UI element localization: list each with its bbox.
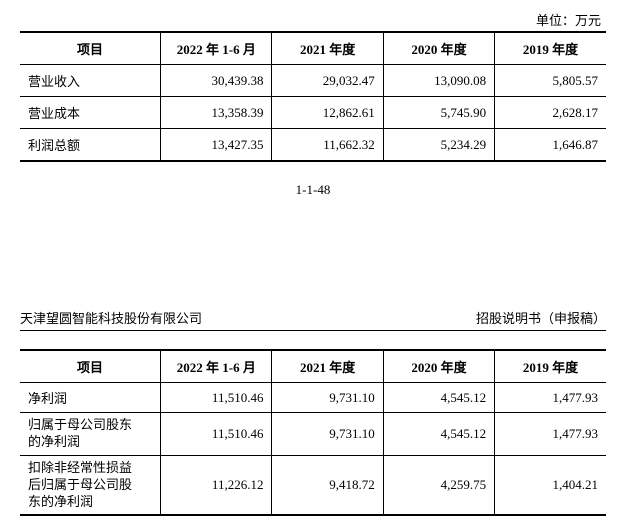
unit-label: 单位：万元	[20, 10, 606, 29]
header-period3: 2020 年度	[383, 32, 494, 65]
row-value: 9,731.10	[272, 383, 383, 413]
row-value: 1,477.93	[495, 383, 606, 413]
table-row: 归属于母公司股东的净利润11,510.469,731.104,545.121,4…	[20, 413, 606, 456]
row-value: 11,226.12	[161, 455, 272, 515]
financial-table-2: 项目 2022 年 1-6 月 2021 年度 2020 年度 2019 年度 …	[20, 349, 606, 516]
row-value: 11,510.46	[161, 383, 272, 413]
header-period4: 2019 年度	[495, 350, 606, 383]
row-label: 营业成本	[20, 97, 161, 129]
row-value: 30,439.38	[161, 65, 272, 97]
row-value: 4,545.12	[383, 383, 494, 413]
row-label: 扣除非经常性损益后归属于母公司股东的净利润	[20, 455, 161, 515]
header-period3: 2020 年度	[383, 350, 494, 383]
row-value: 5,805.57	[495, 65, 606, 97]
header-period4: 2019 年度	[495, 32, 606, 65]
row-label: 归属于母公司股东的净利润	[20, 413, 161, 456]
row-label: 营业收入	[20, 65, 161, 97]
row-value: 4,545.12	[383, 413, 494, 456]
row-value: 1,404.21	[495, 455, 606, 515]
table-header-row: 项目 2022 年 1-6 月 2021 年度 2020 年度 2019 年度	[20, 350, 606, 383]
header-item: 项目	[20, 32, 161, 65]
row-value: 5,234.29	[383, 129, 494, 162]
row-value: 13,090.08	[383, 65, 494, 97]
page-header-bar: 天津望圆智能科技股份有限公司 招股说明书（申报稿）	[20, 308, 606, 331]
table-row: 营业收入30,439.3829,032.4713,090.085,805.57	[20, 65, 606, 97]
row-value: 11,510.46	[161, 413, 272, 456]
row-value: 13,427.35	[161, 129, 272, 162]
row-value: 1,646.87	[495, 129, 606, 162]
row-value: 5,745.90	[383, 97, 494, 129]
company-name: 天津望圆智能科技股份有限公司	[20, 308, 202, 327]
row-value: 9,418.72	[272, 455, 383, 515]
table-row: 净利润11,510.469,731.104,545.121,477.93	[20, 383, 606, 413]
table-header-row: 项目 2022 年 1-6 月 2021 年度 2020 年度 2019 年度	[20, 32, 606, 65]
row-value: 13,358.39	[161, 97, 272, 129]
row-label: 净利润	[20, 383, 161, 413]
row-label: 利润总额	[20, 129, 161, 162]
row-value: 29,032.47	[272, 65, 383, 97]
header-period2: 2021 年度	[272, 350, 383, 383]
row-value: 4,259.75	[383, 455, 494, 515]
row-value: 1,477.93	[495, 413, 606, 456]
row-value: 9,731.10	[272, 413, 383, 456]
table-row: 利润总额13,427.3511,662.325,234.291,646.87	[20, 129, 606, 162]
table-row: 扣除非经常性损益后归属于母公司股东的净利润11,226.129,418.724,…	[20, 455, 606, 515]
header-period1: 2022 年 1-6 月	[161, 350, 272, 383]
row-value: 2,628.17	[495, 97, 606, 129]
spacer	[20, 198, 606, 308]
document-title: 招股说明书（申报稿）	[476, 308, 606, 327]
header-item: 项目	[20, 350, 161, 383]
financial-table-1: 项目 2022 年 1-6 月 2021 年度 2020 年度 2019 年度 …	[20, 31, 606, 162]
table-row: 营业成本13,358.3912,862.615,745.902,628.17	[20, 97, 606, 129]
header-period2: 2021 年度	[272, 32, 383, 65]
row-value: 12,862.61	[272, 97, 383, 129]
page-marker: 1-1-48	[20, 182, 606, 198]
header-period1: 2022 年 1-6 月	[161, 32, 272, 65]
row-value: 11,662.32	[272, 129, 383, 162]
